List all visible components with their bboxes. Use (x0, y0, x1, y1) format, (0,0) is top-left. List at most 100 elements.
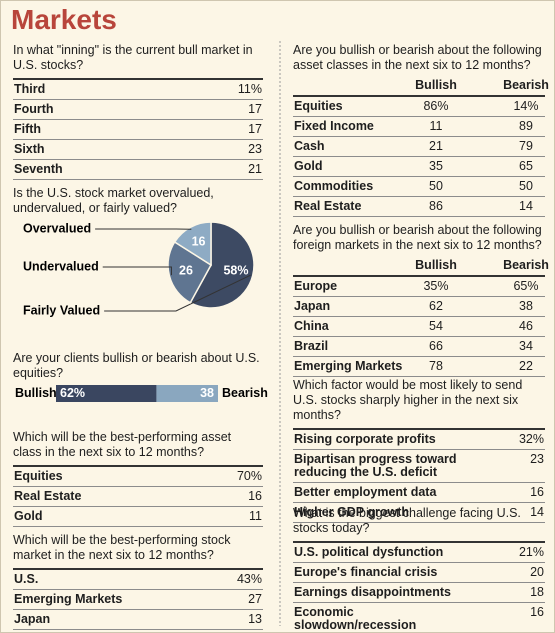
row-label: China (294, 319, 329, 333)
rows: Equities 86% 14% Fixed Income 11 89 Cash 21 79 Go… (293, 95, 545, 217)
value-label: 38 (200, 386, 214, 400)
question: In what "inning" is the current bull mar… (13, 43, 253, 72)
row-value: 50 (519, 179, 533, 193)
row-label: Rising corporate profits (294, 432, 436, 446)
question: Which will be the best-performing asset … (13, 430, 232, 459)
survey-block: Which will be the best-performing asset … (13, 430, 263, 527)
row: Real Estate 86 14 (293, 197, 545, 217)
row-label: Cash (294, 139, 325, 153)
row: Equities 70% (13, 467, 263, 487)
rows: Third 11% Fourth 17 Fifth 17 Sixth 23 Seventh 21 (13, 78, 263, 180)
pie-slice (167, 240, 212, 304)
row-value: 86% (423, 99, 449, 113)
row-value: 65 (519, 159, 533, 173)
row: Cash 21 79 (293, 137, 545, 157)
row: Fourth 17 (13, 100, 263, 120)
survey-block: Are you bullish or bearish about the fol… (293, 223, 549, 377)
row-value: 32% (518, 432, 544, 446)
row: Sixth 23 (13, 140, 263, 160)
row-value: 22 (519, 359, 533, 373)
row-label: Higher GDP growth (294, 505, 410, 519)
question: Which will be the best-performing stock … (13, 533, 231, 562)
row-value: 16 (530, 605, 544, 619)
leader-line (102, 266, 172, 276)
row-label: Japan (294, 299, 331, 313)
row-value: 34 (519, 339, 533, 353)
pie-slice (189, 221, 255, 309)
row: Equities 86% 14% (293, 97, 545, 117)
row: Real Estate 16 (13, 487, 263, 507)
row-value: 11 (429, 119, 443, 133)
row-label: Real Estate (294, 199, 362, 213)
row-value: 21% (518, 545, 544, 559)
row-value: 46 (519, 319, 533, 333)
row-label: Japan (14, 612, 51, 626)
row-value: 14 (519, 199, 533, 213)
row-value: 16 (248, 489, 262, 503)
row: Rising corporate profits 32% (293, 430, 545, 450)
row: Gold 35 65 (293, 157, 545, 177)
row-label: Fifth (14, 122, 42, 136)
column-label: Bullish (415, 78, 457, 92)
category-label: Fairly Valued (23, 303, 100, 317)
row: Emerging Markets 27 (13, 590, 263, 610)
row-value: 14% (513, 99, 539, 113)
bar-segment (156, 385, 218, 402)
row: U.S. 43% (13, 570, 263, 590)
row: Third 11% (13, 80, 263, 100)
row-value: 17 (248, 102, 262, 116)
row-value: 89 (519, 119, 533, 133)
row: Gold 11 (13, 507, 263, 527)
row-label: Seventh (14, 162, 63, 176)
row: Bipartisan progress toward reducing the … (293, 450, 545, 483)
row-value: 70% (236, 469, 262, 483)
survey-block: What is the biggest challenge facing U.S… (293, 506, 545, 632)
question: Which factor would be most likely to sen… (293, 378, 523, 422)
row-label: Fixed Income (294, 119, 374, 133)
row-value: 14 (530, 505, 544, 519)
row-value: 17 (248, 122, 262, 136)
row-value: 35% (423, 279, 449, 293)
rows: Equities 70% Real Estate 16 Gold 11 (13, 465, 263, 527)
row-label: Europe (294, 279, 338, 293)
category-label: Bearish (222, 386, 268, 400)
rows: U.S. political dysfunction 21% Europe's fi… (293, 541, 545, 632)
row-value: 78 (429, 359, 443, 373)
row: Japan 13 (13, 610, 263, 630)
row-value: 11% (237, 82, 262, 96)
row-label: U.S. political dysfunction (294, 545, 444, 559)
row: Seventh 21 (13, 160, 263, 180)
column-header: Bullish Bearish (293, 78, 549, 95)
row-value: 38 (519, 299, 533, 313)
survey-block: Which factor would be most likely to sen… (293, 378, 545, 523)
page-title: Markets (11, 4, 117, 35)
row-value: 50 (429, 179, 443, 193)
row: Commodities 50 50 (293, 177, 545, 197)
row-value: 54 (429, 319, 443, 333)
row-value: 16 (530, 485, 544, 499)
row: Japan 62 38 (293, 297, 545, 317)
row-value: 11 (249, 509, 262, 523)
row-label: Commodities (294, 179, 374, 193)
row: China 54 46 (293, 317, 545, 337)
question: Are you bullish or bearish about the fol… (293, 43, 542, 72)
row-label: Economic slowdown/recession (294, 605, 417, 632)
value-label: 62% (60, 386, 85, 400)
survey-block: Which will be the best-performing stock … (13, 533, 263, 630)
column-label: Bearish (503, 258, 549, 272)
pie-slice (173, 221, 212, 267)
row-value: 13 (248, 612, 262, 626)
row-label: Earnings disappointments (294, 585, 451, 599)
row-value: 21 (248, 162, 262, 176)
row-label: Emerging Markets (14, 592, 123, 606)
row: Europe's financial crisis 20 (293, 563, 545, 583)
row: Fifth 17 (13, 120, 263, 140)
row-label: Equities (14, 469, 63, 483)
survey-block: In what "inning" is the current bull mar… (13, 43, 263, 180)
column-header: Bullish Bearish (293, 258, 549, 275)
question: What is the biggest challenge facing U.S… (293, 506, 521, 535)
row: Higher GDP growth 14 (293, 503, 545, 523)
row-value: 79 (519, 139, 533, 153)
